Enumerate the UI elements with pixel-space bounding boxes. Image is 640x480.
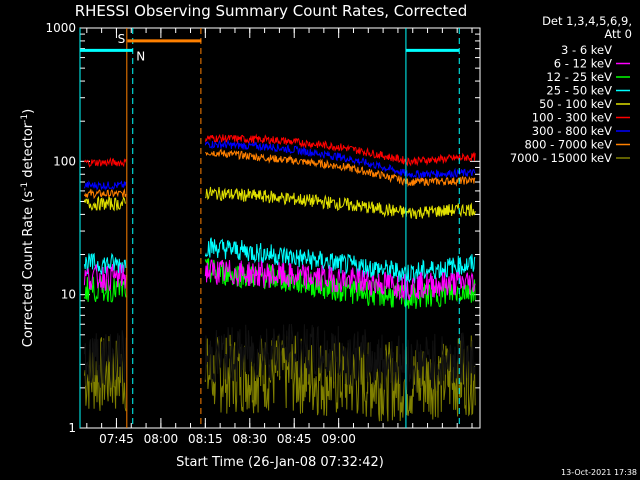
legend-entry-label: 12 - 25 keV: [546, 70, 612, 84]
series-line-3: [83, 237, 476, 284]
x-tick-label: 08:30: [232, 432, 267, 446]
footer-date: 13-Oct-2021 17:38: [561, 468, 637, 477]
series-lines: SN: [79, 28, 476, 428]
saa-flag-label: S: [118, 32, 126, 46]
x-tick-label: 07:45: [99, 432, 134, 446]
chart-title: RHESSI Observing Summary Count Rates, Co…: [75, 2, 468, 20]
legend-entry-label: 50 - 100 keV: [539, 97, 612, 111]
series-line-7: [83, 148, 476, 200]
legend-entry-label: 25 - 50 keV: [546, 84, 612, 98]
legend-entry-label: 800 - 7000 keV: [524, 138, 612, 152]
x-tick-label: 09:00: [321, 432, 356, 446]
series-line-0: [83, 323, 476, 394]
y-axis-label-end: ): [21, 109, 36, 114]
y-tick-label: 1: [68, 421, 76, 435]
night-flag-label: N: [136, 49, 145, 63]
legend-entry-label: 7000 - 15000 keV: [510, 151, 612, 165]
y-tick-label: 100: [53, 154, 76, 168]
y-tick-label: 1000: [45, 21, 76, 35]
legend-header: Det 1,3,4,5,6,9,: [542, 14, 632, 28]
series-line-6: [83, 139, 476, 191]
legend-header: Att 0: [604, 27, 632, 41]
legend-entry-label: 6 - 12 keV: [554, 57, 612, 71]
series-line-5: [83, 133, 476, 168]
y-axis-label-exp2: -1: [20, 114, 30, 123]
series-line-2: [83, 258, 476, 309]
legend-entry-label: 300 - 800 keV: [532, 124, 612, 138]
x-tick-label: 08:00: [144, 432, 179, 446]
y-axis-label-exp1: -1: [20, 182, 30, 191]
legend-entry-label: 3 - 6 keV: [561, 43, 612, 57]
series-line-1: [83, 259, 476, 302]
series-line-4: [83, 186, 476, 220]
y-axis-label-mid: detector: [21, 122, 36, 182]
axes: 1 10 100 1000 07:45 08:00 08:15 08:30 08:45 09:00: [45, 21, 481, 446]
x-tick-label: 08:15: [188, 432, 223, 446]
y-axis-label: Corrected Count Rate (s-1 detector-1): [20, 109, 36, 347]
legend-entry-label: 100 - 300 keV: [532, 111, 612, 125]
y-tick-label: 10: [61, 288, 76, 302]
series-line-8: [83, 334, 476, 422]
y-axis-label-main: Corrected Count Rate (s: [21, 191, 36, 348]
x-tick-label: 08:45: [277, 432, 312, 446]
x-axis-label: Start Time (26-Jan-08 07:32:42): [176, 455, 384, 470]
